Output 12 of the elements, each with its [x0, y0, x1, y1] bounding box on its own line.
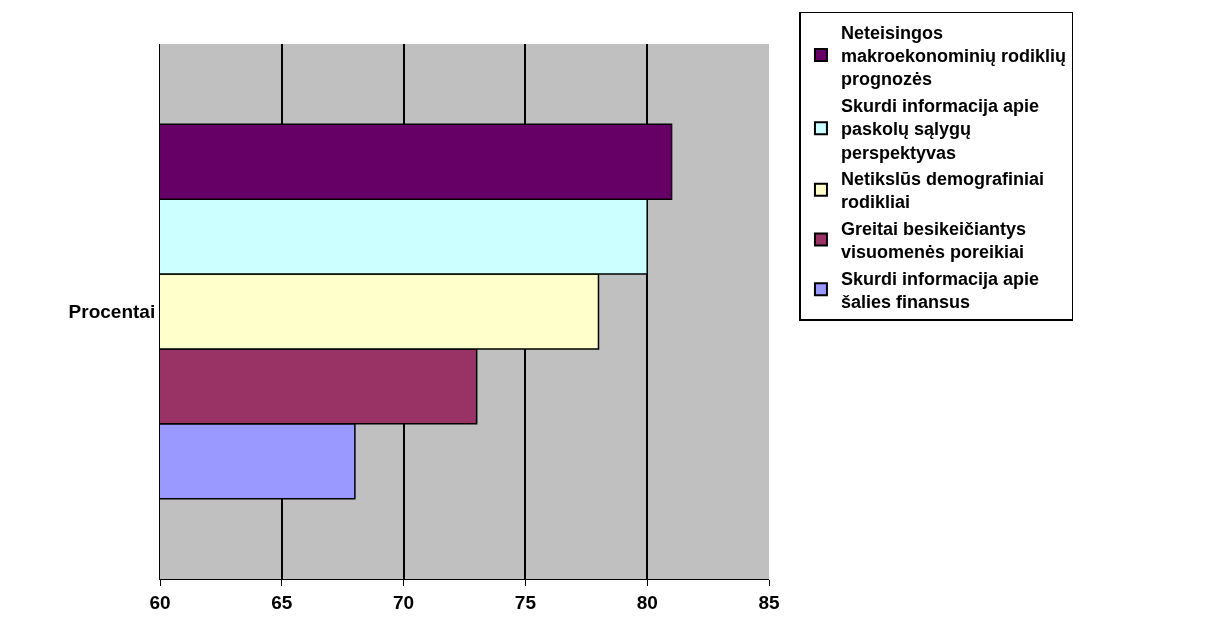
legend-label: Netikslūs demografiniai rodikliai — [840, 169, 1045, 213]
legend-label: Skurdi informacija apie paskolų sąlygų perspektyvas — [840, 95, 1040, 163]
x-tick-label: 85 — [758, 591, 780, 613]
legend-label: Skurdi informacija apie šalies finansus — [840, 268, 1040, 313]
x-tick-label: 65 — [271, 591, 293, 613]
x-tick-label: 60 — [149, 591, 171, 613]
x-tick-label: 70 — [393, 591, 415, 613]
x-tick-label: 80 — [636, 591, 658, 613]
y-tick-label: Procentai — [68, 301, 156, 323]
legend-label: Greitai besikeičiantys visuomenės poreikiai — [840, 218, 1027, 263]
legend-label: Neteisingos makroekonominių rodiklių prognozės — [840, 22, 1066, 90]
x-tick-label: 75 — [514, 591, 537, 613]
